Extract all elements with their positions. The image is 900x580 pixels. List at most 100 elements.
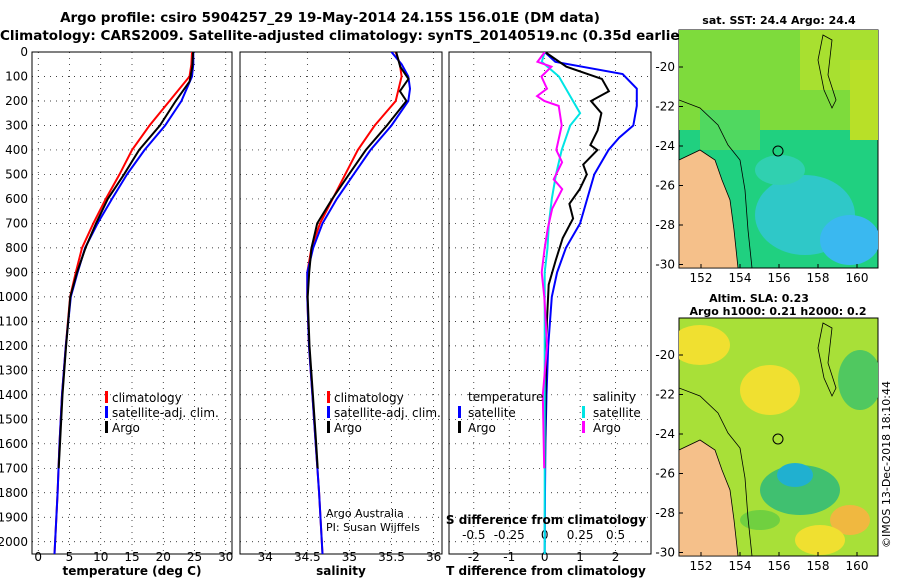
- series-line: [306, 52, 412, 554]
- sla-high: [679, 325, 730, 365]
- depth-tick-label: 1400: [0, 388, 28, 402]
- legend-swatch-argo: [105, 421, 108, 433]
- map-y-tick: -26: [655, 179, 675, 193]
- map-x-tick: 152: [690, 271, 713, 285]
- x-tick-label: 1: [576, 550, 584, 564]
- depth-tick-label: 1900: [0, 510, 28, 524]
- depth-tick-label: 900: [5, 265, 28, 279]
- legend-label-argo: Argo: [112, 421, 140, 435]
- altimetry-map-field: [679, 322, 878, 556]
- sst-cool-patch: [820, 215, 878, 265]
- map-x-tick: 154: [729, 559, 752, 573]
- map-x-tick: 156: [768, 271, 791, 285]
- map-x-tick: 156: [768, 559, 791, 573]
- legend-label-sal-argo: Argo: [593, 421, 621, 435]
- legend-swatch-sal-satellite: [582, 406, 585, 418]
- depth-tick-label: 700: [5, 216, 28, 230]
- depth-tick-label: 1100: [0, 314, 28, 328]
- series-line: [57, 52, 195, 469]
- altimetry-map: Altim. SLA: 0.23 Argo h1000: 0.21 h2000:…: [678, 292, 879, 557]
- sla-low: [740, 510, 780, 530]
- temperature-xlabel: temperature (deg C): [63, 564, 202, 578]
- temperature-legend: climatology satellite-adj. clim. Argo: [105, 391, 219, 435]
- x-tick-label: 5: [66, 550, 74, 564]
- x-tick-label: 20: [156, 550, 171, 564]
- map-y-tick: -24: [655, 427, 675, 441]
- depth-tick-label: 1600: [0, 437, 28, 451]
- map-y-tick: -20: [655, 348, 675, 362]
- chart-title-line1: Argo profile: csiro 5904257_29 19-May-20…: [60, 10, 600, 26]
- map-y-tick: -28: [655, 218, 675, 232]
- depth-tick-label: 1800: [0, 486, 28, 500]
- legend-label-climatology: climatology: [112, 391, 182, 405]
- coastline: [679, 387, 753, 556]
- s-tick-label: 0.25: [567, 528, 594, 542]
- x-tick-label: 35.5: [378, 550, 405, 564]
- series-group: [53, 52, 195, 554]
- map-x-tick: 154: [729, 271, 752, 285]
- legend-swatch-satellite: [105, 406, 108, 418]
- salinity-xlabel: salinity: [316, 564, 366, 578]
- depth-tick-label: 1000: [0, 290, 28, 304]
- map-y-tick: -30: [655, 258, 675, 272]
- x-tick-label: -1: [503, 550, 515, 564]
- depth-tick-label: 600: [5, 192, 28, 206]
- salinity-plot-frame: [239, 51, 443, 555]
- series-line: [540, 52, 582, 554]
- map-tick-labels: 152 154 156 158 160 -20 -22 -24 -26 -28 -30 152 154 1…: [655, 60, 868, 573]
- depth-tick-label: 200: [5, 94, 28, 108]
- legend-swatch-argo: [327, 421, 330, 433]
- sst-map-field: [679, 30, 878, 268]
- legend-label-sal-satellite: satellite: [593, 406, 641, 420]
- legend-swatch-temp-argo: [458, 421, 461, 433]
- legend-label-temp-argo: Argo: [468, 421, 496, 435]
- difference-plot-frame: [448, 51, 652, 555]
- depth-tick-label: 0: [20, 45, 28, 59]
- map-y-tick: -22: [655, 388, 675, 402]
- argo-position-marker: [772, 433, 784, 445]
- x-tick-label: 36: [426, 550, 441, 564]
- map-y-tick: -26: [655, 467, 675, 481]
- sst-patch: [700, 110, 760, 150]
- legend-label-temp-satellite: satellite: [468, 406, 516, 420]
- x-tick-label: 0: [541, 550, 549, 564]
- legend-label-argo: Argo: [334, 421, 362, 435]
- map-x-tick: 158: [807, 559, 830, 573]
- sla-low: [777, 463, 813, 487]
- s-tick-label: -0.25: [494, 528, 525, 542]
- legend-label-satellite: satellite-adj. clim.: [112, 406, 219, 420]
- x-tick-label: 25: [187, 550, 202, 564]
- sst-map-title: sat. SST: 24.4 Argo: 24.4: [702, 14, 856, 27]
- depth-tick-label: 1700: [0, 461, 28, 475]
- sst-map: sat. SST: 24.4 Argo: 24.4: [678, 14, 879, 269]
- grid-layer: [32, 51, 651, 554]
- difference-legend: temperature satellite Argo salinity sate…: [458, 390, 641, 435]
- australia-land: [679, 149, 739, 268]
- imos-watermark: ©IMOS 13-Dec-2018 18:10:44: [880, 381, 893, 548]
- x-tick-label: 15: [124, 550, 139, 564]
- difference-xlabel: T difference from climatology: [446, 564, 646, 578]
- annotation-pi: PI: Susan Wijffels: [326, 521, 420, 534]
- sst-cool-patch: [755, 155, 805, 185]
- legend-header-salinity: salinity: [593, 390, 636, 404]
- x-tick-label: 35: [342, 550, 357, 564]
- altimetry-map-title1: Altim. SLA: 0.23: [709, 292, 809, 305]
- map-y-tick: -22: [655, 100, 675, 114]
- series-layer: [53, 52, 638, 554]
- series-line: [543, 52, 638, 554]
- series-line: [543, 52, 611, 469]
- depth-tick-label: 300: [5, 118, 28, 132]
- map-y-tick: -24: [655, 139, 675, 153]
- depth-tick-label: 2000: [0, 535, 28, 549]
- legend-swatch-climatology: [327, 391, 330, 403]
- salinity-legend: climatology satellite-adj. clim. Argo Ar…: [326, 391, 441, 534]
- sla-high: [795, 525, 845, 555]
- chart-title-line2: Climatology: CARS2009. Satellite-adjuste…: [0, 28, 693, 44]
- depth-tick-label: 100: [5, 69, 28, 83]
- s-tick-label: -0.5: [462, 528, 485, 542]
- depth-tick-label: 800: [5, 241, 28, 255]
- map-x-tick: 160: [846, 559, 869, 573]
- depth-tick-label: 1200: [0, 339, 28, 353]
- depth-tick-label: 1500: [0, 412, 28, 426]
